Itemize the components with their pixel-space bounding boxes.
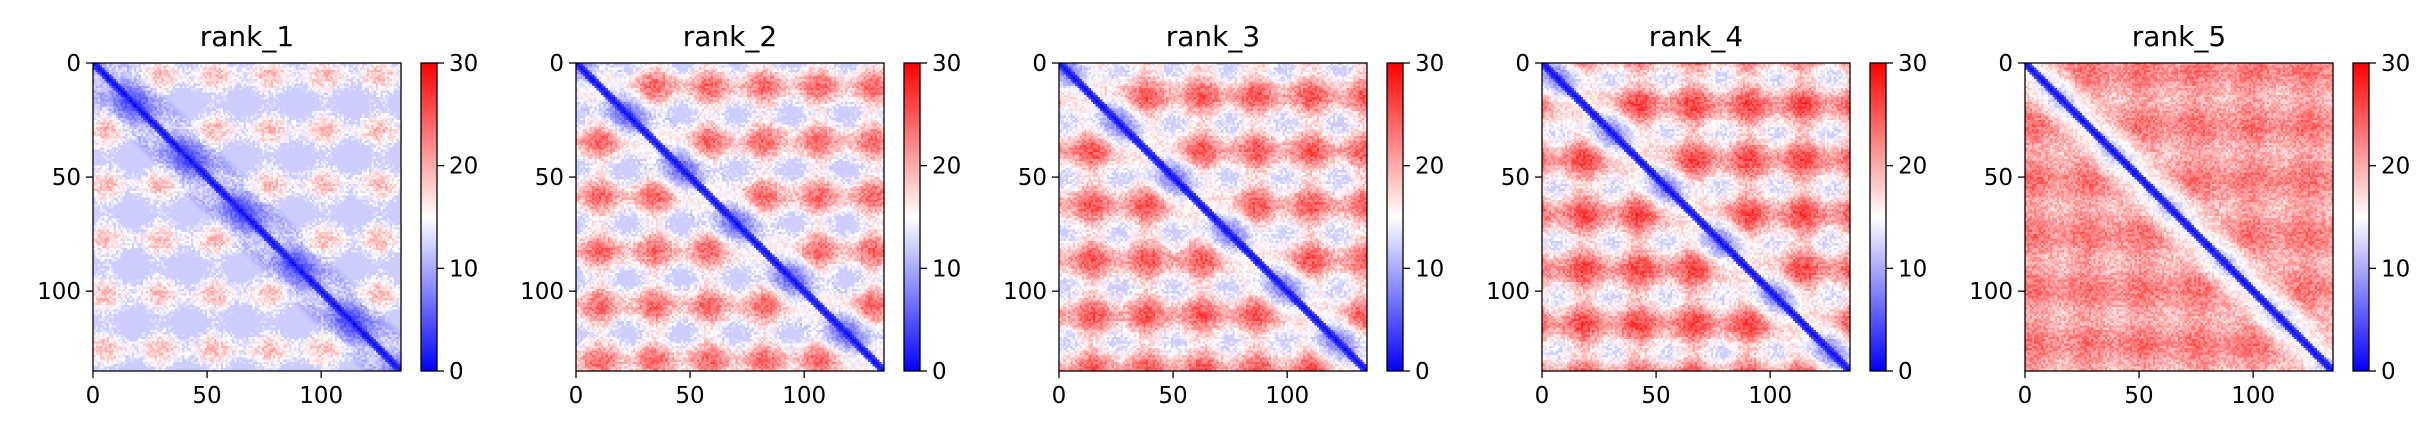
x-tick-label: 50	[1158, 383, 1187, 409]
x-tick-label: 50	[1641, 383, 1670, 409]
colorbar-tick-label: 30	[449, 51, 478, 77]
y-tick-label: 100	[1486, 279, 1530, 305]
x-tick-label: 0	[569, 383, 584, 409]
colorbar-tick-label: 20	[2381, 154, 2410, 180]
colorbar	[1387, 63, 1403, 371]
x-tick-label: 0	[86, 383, 101, 409]
colorbar-frame	[420, 62, 438, 372]
colorbar-tick-label: 10	[932, 256, 961, 282]
x-tick-label: 100	[1748, 383, 1792, 409]
y-tick-label: 0	[1998, 51, 2013, 77]
plot-frame	[1541, 62, 1851, 372]
panel-rank_5: rank_5 0 50 100 0 50 100 0 10 20 30	[1969, 20, 2410, 409]
panel-rank_3: rank_3 0 50 100 0 50 100 0 10 20 30	[1003, 20, 1444, 409]
plot-frame	[1058, 62, 1368, 372]
panel-title: rank_1	[200, 20, 294, 53]
x-tick-label: 100	[299, 383, 343, 409]
y-tick-label: 100	[1969, 279, 2013, 305]
colorbar-tick-label: 20	[1898, 154, 1927, 180]
colorbar-tick-label: 0	[1415, 359, 1430, 385]
colorbar-frame	[1386, 62, 1404, 372]
y-tick-label: 100	[520, 279, 564, 305]
panel-title: rank_3	[1166, 20, 1260, 53]
y-tick-label: 0	[66, 51, 81, 77]
y-tick-label: 100	[37, 279, 81, 305]
colorbar-tick-label: 20	[449, 154, 478, 180]
y-tick-label: 50	[52, 165, 81, 191]
colorbar-frame	[1869, 62, 1887, 372]
colorbar-tick-label: 0	[932, 359, 947, 385]
colorbar-tick-label: 0	[2381, 359, 2396, 385]
x-tick-label: 100	[782, 383, 826, 409]
colorbar	[904, 63, 920, 371]
x-tick-label: 0	[1535, 383, 1550, 409]
heatmap-image	[1059, 63, 1367, 371]
colorbar-tick-label: 10	[449, 256, 478, 282]
x-tick-label: 50	[192, 383, 221, 409]
colorbar-tick-label: 20	[1415, 154, 1444, 180]
colorbar	[1870, 63, 1886, 371]
plot-frame	[2024, 62, 2334, 372]
panel-title: rank_5	[2132, 20, 2226, 53]
y-tick-label: 0	[549, 51, 564, 77]
colorbar-frame	[903, 62, 921, 372]
panel-rank_1: rank_1 0 50 100 0 50 100 0 10 20 30	[37, 20, 478, 409]
x-tick-label: 0	[1052, 383, 1067, 409]
plot-frame	[92, 62, 402, 372]
colorbar-tick-label: 10	[1415, 256, 1444, 282]
x-tick-label: 50	[2124, 383, 2153, 409]
heatmap-image	[1542, 63, 1850, 371]
colorbar-tick-label: 10	[1898, 256, 1927, 282]
heatmap-image	[2025, 63, 2333, 371]
heatmap-image	[576, 63, 884, 371]
panel-title: rank_2	[683, 20, 777, 53]
x-tick-label: 100	[1265, 383, 1309, 409]
heatmap-image	[93, 63, 401, 371]
panel-title: rank_4	[1649, 20, 1743, 53]
panel-rank_2: rank_2 0 50 100 0 50 100 0 10 20 30	[520, 20, 961, 409]
colorbar-tick-label: 20	[932, 154, 961, 180]
colorbar-frame	[2352, 62, 2370, 372]
x-tick-label: 100	[2231, 383, 2275, 409]
y-tick-label: 0	[1515, 51, 1530, 77]
plot-frame	[575, 62, 885, 372]
colorbar-tick-label: 30	[1898, 51, 1927, 77]
panel-rank_4: rank_4 0 50 100 0 50 100 0 10 20 30	[1486, 20, 1927, 409]
y-tick-label: 50	[535, 165, 564, 191]
colorbar	[2353, 63, 2369, 371]
y-tick-label: 50	[1984, 165, 2013, 191]
y-tick-label: 50	[1018, 165, 1047, 191]
colorbar	[421, 63, 437, 371]
x-tick-label: 50	[675, 383, 704, 409]
y-tick-label: 50	[1501, 165, 1530, 191]
x-tick-label: 0	[2018, 383, 2033, 409]
colorbar-tick-label: 0	[1898, 359, 1913, 385]
colorbar-tick-label: 30	[2381, 51, 2410, 77]
y-tick-label: 0	[1032, 51, 1047, 77]
colorbar-tick-label: 30	[932, 51, 961, 77]
colorbar-tick-label: 10	[2381, 256, 2410, 282]
y-tick-label: 100	[1003, 279, 1047, 305]
colorbar-tick-label: 30	[1415, 51, 1444, 77]
colorbar-tick-label: 0	[449, 359, 464, 385]
